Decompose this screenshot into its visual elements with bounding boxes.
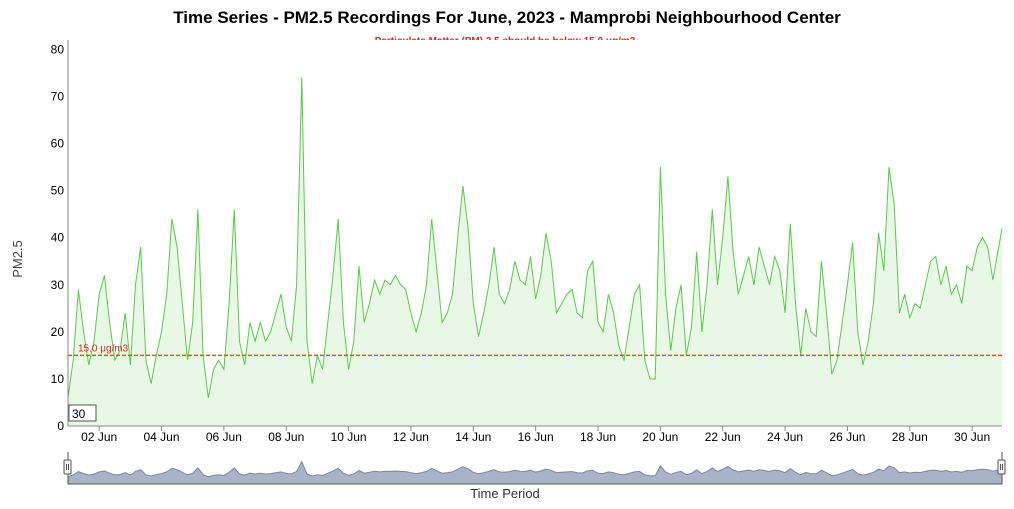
y-tick-label: 0: [57, 419, 64, 433]
x-tick-label: 24 Jun: [767, 430, 803, 444]
navigator[interactable]: [63, 452, 1006, 485]
y-tick-label: 20: [51, 325, 65, 339]
x-tick-label: 30 Jun: [954, 430, 990, 444]
y-tick-label: 70: [51, 89, 65, 103]
range-input[interactable]: 30: [68, 404, 97, 422]
x-tick-label: 16 Jun: [518, 430, 554, 444]
navigator-handle-right[interactable]: [997, 459, 1006, 475]
x-axis: 02 Jun 04 Jun 06 Jun 08 Jun 10 Jun 12 Jun 14 J…: [81, 426, 990, 444]
chart-title: Time Series - PM2.5 Recordings For June,…: [173, 8, 841, 27]
x-tick-label: 22 Jun: [705, 430, 741, 444]
x-tick-label: 26 Jun: [829, 430, 865, 444]
x-tick-label: 04 Jun: [144, 430, 180, 444]
range-input-value: 30: [72, 407, 86, 421]
y-tick-label: 80: [51, 42, 65, 56]
x-tick-label: 08 Jun: [268, 430, 304, 444]
x-axis-label: Time Period: [470, 486, 540, 501]
y-tick-label: 60: [51, 137, 65, 151]
x-tick-label: 10 Jun: [331, 430, 367, 444]
y-tick-label: 50: [51, 184, 65, 198]
x-tick-label: 28 Jun: [892, 430, 928, 444]
x-tick-label: 18 Jun: [580, 430, 616, 444]
y-axis-label: PM2.5: [10, 240, 25, 278]
series-area: [68, 77, 1002, 426]
series-line: [67, 77, 1003, 398]
threshold-label: 15.0 μg/m3: [78, 343, 129, 354]
y-axis: 0 10 20 30 40 50 60 70 80: [51, 42, 65, 433]
y-tick-label: 10: [51, 372, 65, 386]
x-tick-label: 14 Jun: [455, 430, 491, 444]
navigator-area: [67, 460, 1003, 485]
x-tick-label: 02 Jun: [81, 430, 117, 444]
y-tick-label: 40: [51, 231, 65, 245]
x-tick-label: 12 Jun: [393, 430, 429, 444]
navigator-handle-left[interactable]: [63, 459, 72, 475]
y-tick-label: 30: [51, 278, 65, 292]
x-tick-label: 20 Jun: [642, 430, 678, 444]
x-tick-label: 06 Jun: [206, 430, 242, 444]
